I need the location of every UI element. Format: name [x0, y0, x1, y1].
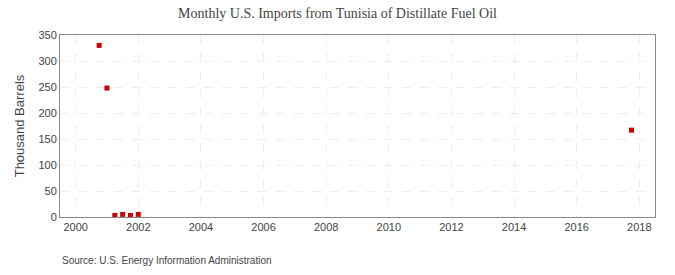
svg-text:Thousand Barrels: Thousand Barrels: [12, 74, 27, 177]
svg-text:2012: 2012: [439, 221, 463, 233]
svg-text:Monthly U.S. Imports from Tuni: Monthly U.S. Imports from Tunisia of Dis…: [178, 6, 497, 21]
svg-text:2008: 2008: [314, 221, 338, 233]
svg-text:50: 50: [45, 185, 57, 197]
svg-text:200: 200: [38, 107, 56, 119]
svg-text:250: 250: [38, 81, 56, 93]
svg-text:2016: 2016: [564, 221, 588, 233]
svg-text:2006: 2006: [251, 221, 275, 233]
svg-text:0: 0: [51, 211, 57, 223]
svg-text:2010: 2010: [377, 221, 401, 233]
svg-text:2018: 2018: [627, 221, 651, 233]
svg-text:350: 350: [38, 29, 56, 41]
svg-text:2004: 2004: [189, 221, 213, 233]
svg-text:Source: U.S. Energy Informatio: Source: U.S. Energy Information Administ…: [62, 255, 272, 266]
svg-text:2000: 2000: [63, 221, 87, 233]
svg-text:150: 150: [38, 133, 56, 145]
svg-text:2002: 2002: [126, 221, 150, 233]
svg-text:300: 300: [38, 55, 56, 67]
svg-text:100: 100: [38, 159, 56, 171]
svg-text:2014: 2014: [502, 221, 526, 233]
